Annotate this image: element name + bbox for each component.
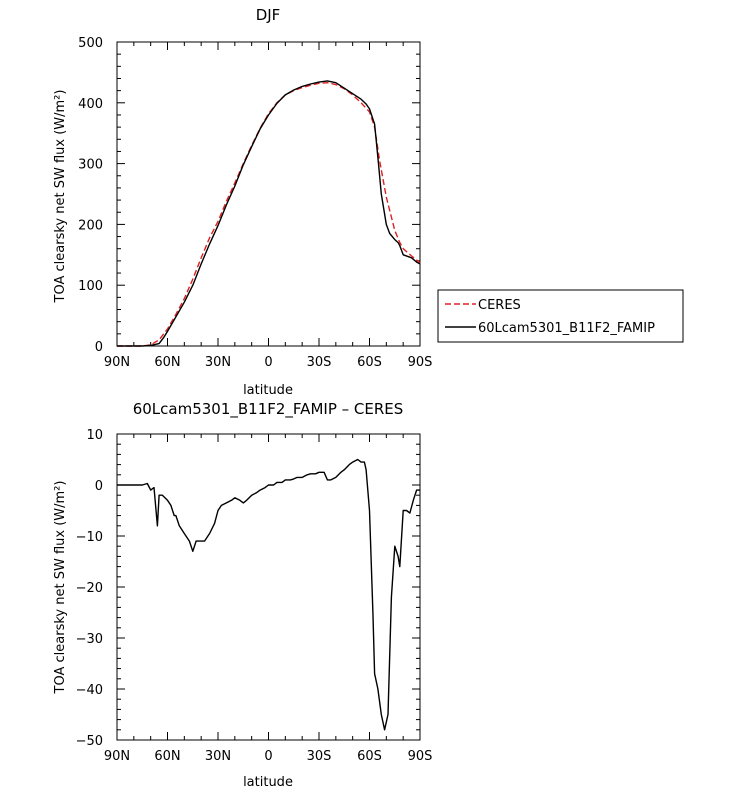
x-tick-label: 30S [307, 355, 332, 370]
plot-frame [116, 433, 421, 741]
legend: CERES 60Lcam5301_B11F2_FAMIP [437, 289, 684, 343]
x-tick-label: 90N [104, 355, 130, 370]
y-tick-label: −50 [76, 734, 103, 749]
plot-difference: 60Lcam5301_B11F2_FAMIP – CERES TOA clear… [53, 400, 432, 790]
x-tick-label: 60S [357, 355, 382, 370]
legend-box [437, 289, 684, 343]
y-axis-label: TOA clearsky net SW flux (W/m²) [53, 481, 68, 695]
x-tick-label: 0 [264, 749, 272, 764]
y-tick-label: 10 [86, 428, 103, 443]
y-tick-label: 400 [78, 97, 103, 112]
x-tick-label: 90N [104, 749, 130, 764]
legend-label-ceres: CERES [478, 298, 521, 313]
y-tick-label: −30 [76, 632, 103, 647]
x-tick-label: 60N [154, 355, 180, 370]
series-line-60lcam5301-b11f2-famip [117, 80, 421, 347]
x-tick-label: 30N [205, 749, 231, 764]
x-tick-label: 60S [357, 749, 382, 764]
y-axis-label: TOA clearsky net SW flux (W/m²) [53, 90, 68, 304]
y-tick-label: 300 [78, 158, 103, 173]
y-tick-label: 200 [78, 218, 103, 233]
series-line-difference [117, 458, 420, 731]
x-tick-label: 0 [264, 355, 272, 370]
x-tick-label: 90S [408, 749, 433, 764]
x-tick-label: 30S [307, 749, 332, 764]
plot-frame [116, 41, 421, 347]
x-tick-label: 60N [154, 749, 180, 764]
y-tick-label: 0 [95, 479, 103, 494]
y-tick-label: 100 [78, 279, 103, 294]
x-axis-label: latitude [243, 775, 293, 790]
x-tick-label: 90S [408, 355, 433, 370]
y-tick-label: 0 [95, 340, 103, 355]
plot-title: 60Lcam5301_B11F2_FAMIP – CERES [133, 400, 404, 419]
y-tick-label: −10 [76, 530, 103, 545]
plot-clearsky-flux: DJF TOA clearsky net SW flux (W/m²) lati… [53, 6, 432, 398]
y-tick-label: −20 [76, 581, 103, 596]
x-tick-label: 30N [205, 355, 231, 370]
plot-title: DJF [256, 6, 281, 24]
y-tick-label: 500 [78, 36, 103, 51]
y-tick-label: −40 [76, 683, 103, 698]
legend-label-model: 60Lcam5301_B11F2_FAMIP [478, 321, 655, 336]
x-axis-label: latitude [243, 383, 293, 398]
